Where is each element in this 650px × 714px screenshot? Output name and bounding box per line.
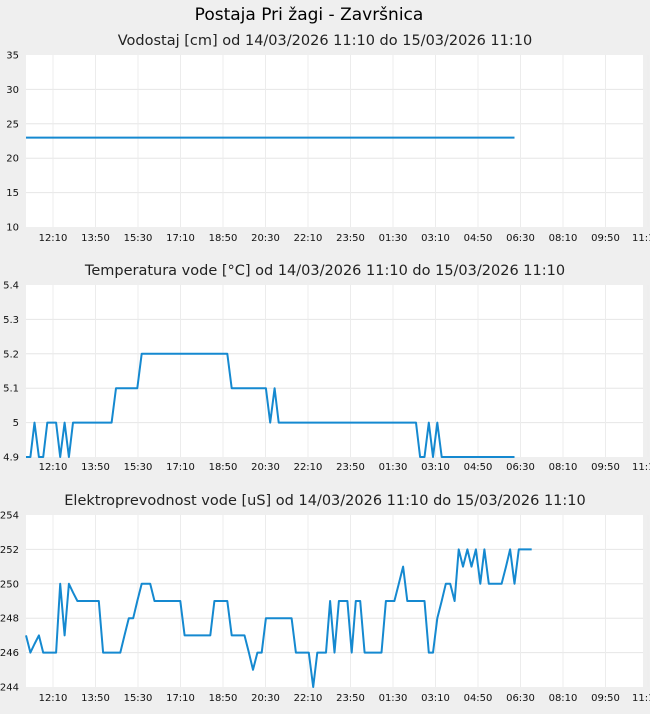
x-tick-label: 04:50: [464, 693, 493, 704]
x-tick-label: 22:10: [294, 693, 323, 704]
x-tick-label: 15:30: [124, 233, 153, 244]
x-tick-label: 15:30: [124, 462, 153, 473]
x-tick-label: 12:10: [39, 693, 68, 704]
x-tick-label: 01:30: [379, 693, 408, 704]
chart-panel-2: Temperatura vode [°C] od 14/03/2026 11:1…: [3, 263, 650, 473]
page-title: Postaja Pri žagi - Završnica: [195, 5, 424, 25]
y-tick-label: 25: [6, 119, 19, 130]
x-tick-label: 08:10: [549, 233, 578, 244]
y-tick-label: 248: [0, 614, 19, 625]
chart-panel-1: Vodostaj [cm] od 14/03/2026 11:10 do 15/…: [6, 33, 650, 244]
y-tick-label: 15: [6, 188, 19, 199]
y-tick-label: 254: [0, 511, 19, 522]
y-tick-label: 35: [6, 51, 19, 62]
y-tick-label: 5.3: [3, 315, 19, 326]
x-tick-label: 03:10: [421, 693, 450, 704]
x-tick-label: 06:30: [506, 462, 535, 473]
x-tick-label: 22:10: [294, 462, 323, 473]
chart-title: Vodostaj [cm] od 14/03/2026 11:10 do 15/…: [118, 33, 532, 49]
x-tick-label: 18:50: [209, 462, 238, 473]
x-tick-label: 20:30: [251, 693, 280, 704]
x-tick-label: 23:50: [336, 462, 365, 473]
y-tick-label: 20: [6, 154, 19, 165]
x-tick-label: 08:10: [549, 462, 578, 473]
x-tick-label: 06:30: [506, 233, 535, 244]
y-tick-label: 10: [6, 223, 19, 234]
x-tick-label: 23:50: [336, 693, 365, 704]
series-line-1: [26, 352, 515, 458]
x-tick-label: 23:50: [336, 233, 365, 244]
x-tick-label: 04:50: [464, 462, 493, 473]
x-tick-label: 17:10: [166, 693, 195, 704]
x-tick-label: 20:30: [251, 233, 280, 244]
y-tick-label: 5: [13, 418, 19, 429]
y-tick-label: 5.4: [3, 281, 19, 292]
y-tick-label: 30: [6, 85, 19, 96]
x-tick-label: 13:50: [81, 462, 110, 473]
x-tick-label: 11:10: [632, 693, 650, 704]
chart-title: Elektroprevodnost vode [uS] od 14/03/202…: [64, 493, 585, 509]
y-tick-label: 250: [0, 579, 19, 590]
series-line-1: [25, 548, 532, 688]
x-tick-label: 17:10: [166, 462, 195, 473]
x-tick-label: 22:10: [294, 233, 323, 244]
x-tick-label: 13:50: [81, 693, 110, 704]
chart-panel-3: Elektroprevodnost vode [uS] od 14/03/202…: [0, 493, 650, 704]
x-tick-label: 06:30: [506, 693, 535, 704]
x-tick-label: 08:10: [549, 693, 578, 704]
x-tick-label: 09:50: [591, 233, 620, 244]
x-tick-label: 17:10: [166, 233, 195, 244]
x-tick-label: 18:50: [209, 693, 238, 704]
y-tick-label: 5.1: [3, 384, 19, 395]
x-tick-label: 20:30: [251, 462, 280, 473]
y-tick-label: 4.9: [3, 453, 19, 464]
x-tick-label: 15:30: [124, 693, 153, 704]
x-tick-label: 11:10: [632, 462, 650, 473]
y-tick-label: 246: [0, 648, 19, 659]
plot-area: [26, 515, 643, 687]
chart-title: Temperatura vode [°C] od 14/03/2026 11:1…: [84, 263, 565, 279]
y-tick-label: 5.2: [3, 349, 19, 360]
x-tick-label: 13:50: [81, 233, 110, 244]
x-tick-label: 12:10: [39, 233, 68, 244]
x-tick-label: 12:10: [39, 462, 68, 473]
x-tick-label: 01:30: [379, 233, 408, 244]
x-tick-label: 11:10: [632, 233, 650, 244]
x-tick-label: 09:50: [591, 693, 620, 704]
plot-area: [26, 55, 643, 227]
x-tick-label: 01:30: [379, 462, 408, 473]
y-tick-label: 244: [0, 683, 19, 694]
x-tick-label: 18:50: [209, 233, 238, 244]
x-tick-label: 03:10: [421, 233, 450, 244]
x-tick-label: 04:50: [464, 233, 493, 244]
x-tick-label: 09:50: [591, 462, 620, 473]
plot-area: [26, 285, 643, 457]
x-tick-label: 03:10: [421, 462, 450, 473]
y-tick-label: 252: [0, 545, 19, 556]
